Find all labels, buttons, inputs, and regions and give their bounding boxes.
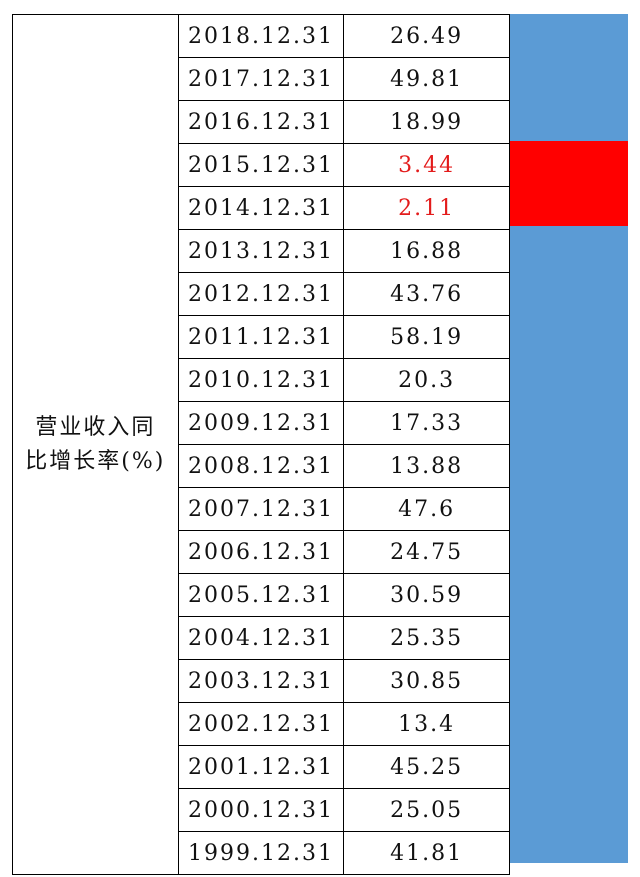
growth-value-cell: 47.6 bbox=[343, 487, 510, 531]
growth-value-cell: 17.33 bbox=[343, 401, 510, 445]
table-row: 2007.12.31 47.6 bbox=[13, 487, 510, 531]
table-row: 2006.12.31 24.75 bbox=[13, 530, 510, 574]
date-cell: 2004.12.31 bbox=[177, 616, 345, 660]
date-cell: 2015.12.31 bbox=[177, 143, 345, 187]
date-cell: 1999.12.31 bbox=[177, 831, 345, 875]
date-cell: 2002.12.31 bbox=[177, 702, 345, 746]
table-row: 2012.12.31 43.76 bbox=[13, 272, 510, 316]
growth-value-cell: 25.35 bbox=[343, 616, 510, 660]
growth-value-cell: 45.25 bbox=[343, 745, 510, 789]
growth-value-cell: 43.76 bbox=[343, 272, 510, 316]
growth-value-cell: 24.75 bbox=[343, 530, 510, 574]
growth-value-cell: 16.88 bbox=[343, 229, 510, 273]
growth-value-cell: 2.11 bbox=[343, 186, 510, 230]
date-cell: 2006.12.31 bbox=[177, 530, 345, 574]
date-cell: 2001.12.31 bbox=[177, 745, 345, 789]
growth-value-cell: 49.81 bbox=[343, 57, 510, 101]
growth-value-cell: 13.4 bbox=[343, 702, 510, 746]
table-body: 营业收入同 比增长率(%) 2018.12.31 26.49 2017.12.31 49… bbox=[12, 14, 510, 875]
growth-value-cell: 3.44 bbox=[343, 143, 510, 187]
date-cell: 2011.12.31 bbox=[177, 315, 345, 359]
date-cell: 2014.12.31 bbox=[177, 186, 345, 230]
table-row: 2011.12.31 58.19 bbox=[13, 315, 510, 359]
table-row: 2013.12.31 16.88 bbox=[13, 229, 510, 273]
metric-label: 营业收入同 比增长率(%) bbox=[12, 14, 179, 875]
revenue-growth-table: 营业收入同 比增长率(%) 2018.12.31 26.49 2017.12.31 49… bbox=[12, 14, 510, 875]
growth-value-cell: 13.88 bbox=[343, 444, 510, 488]
date-cell: 2009.12.31 bbox=[177, 401, 345, 445]
table-row: 2008.12.31 13.88 bbox=[13, 444, 510, 488]
table-row: 2002.12.31 13.4 bbox=[13, 702, 510, 746]
table-row: 2004.12.31 25.35 bbox=[13, 616, 510, 660]
date-cell: 2003.12.31 bbox=[177, 659, 345, 703]
date-cell: 2007.12.31 bbox=[177, 487, 345, 531]
growth-value-cell: 20.3 bbox=[343, 358, 510, 402]
growth-value-cell: 25.05 bbox=[343, 788, 510, 832]
table-row: 2009.12.31 17.33 bbox=[13, 401, 510, 445]
table-row: 2001.12.31 45.25 bbox=[13, 745, 510, 789]
highlight-band-segment bbox=[510, 141, 628, 184]
date-cell: 2010.12.31 bbox=[177, 358, 345, 402]
growth-value-cell: 30.85 bbox=[343, 659, 510, 703]
date-cell: 2008.12.31 bbox=[177, 444, 345, 488]
highlight-band-segment bbox=[510, 183, 628, 227]
table-row: 2017.12.31 49.81 bbox=[13, 57, 510, 101]
table-row: 营业收入同 比增长率(%) 2018.12.31 26.49 bbox=[12, 14, 510, 875]
date-cell: 2016.12.31 bbox=[177, 100, 345, 144]
date-cell: 2000.12.31 bbox=[177, 788, 345, 832]
date-cell: 2018.12.31 bbox=[177, 14, 345, 58]
growth-table-wrapper: 营业收入同 比增长率(%) 2018.12.31 26.49 2017.12.31 49… bbox=[12, 14, 628, 875]
table-row: 2000.12.31 25.05 bbox=[13, 788, 510, 832]
table-row: 2010.12.31 20.3 bbox=[13, 358, 510, 402]
date-cell: 2005.12.31 bbox=[177, 573, 345, 617]
table-row: 2005.12.31 30.59 bbox=[13, 573, 510, 617]
date-cell: 2012.12.31 bbox=[177, 272, 345, 316]
growth-value-cell: 30.59 bbox=[343, 573, 510, 617]
growth-value-cell: 58.19 bbox=[343, 315, 510, 359]
date-cell: 2017.12.31 bbox=[177, 57, 345, 101]
table-row: 1999.12.31 41.81 bbox=[13, 831, 510, 875]
growth-value-cell: 18.99 bbox=[343, 100, 510, 144]
date-cell: 2013.12.31 bbox=[177, 229, 345, 273]
growth-value-cell: 41.81 bbox=[343, 831, 510, 875]
growth-value-cell: 26.49 bbox=[343, 14, 510, 58]
